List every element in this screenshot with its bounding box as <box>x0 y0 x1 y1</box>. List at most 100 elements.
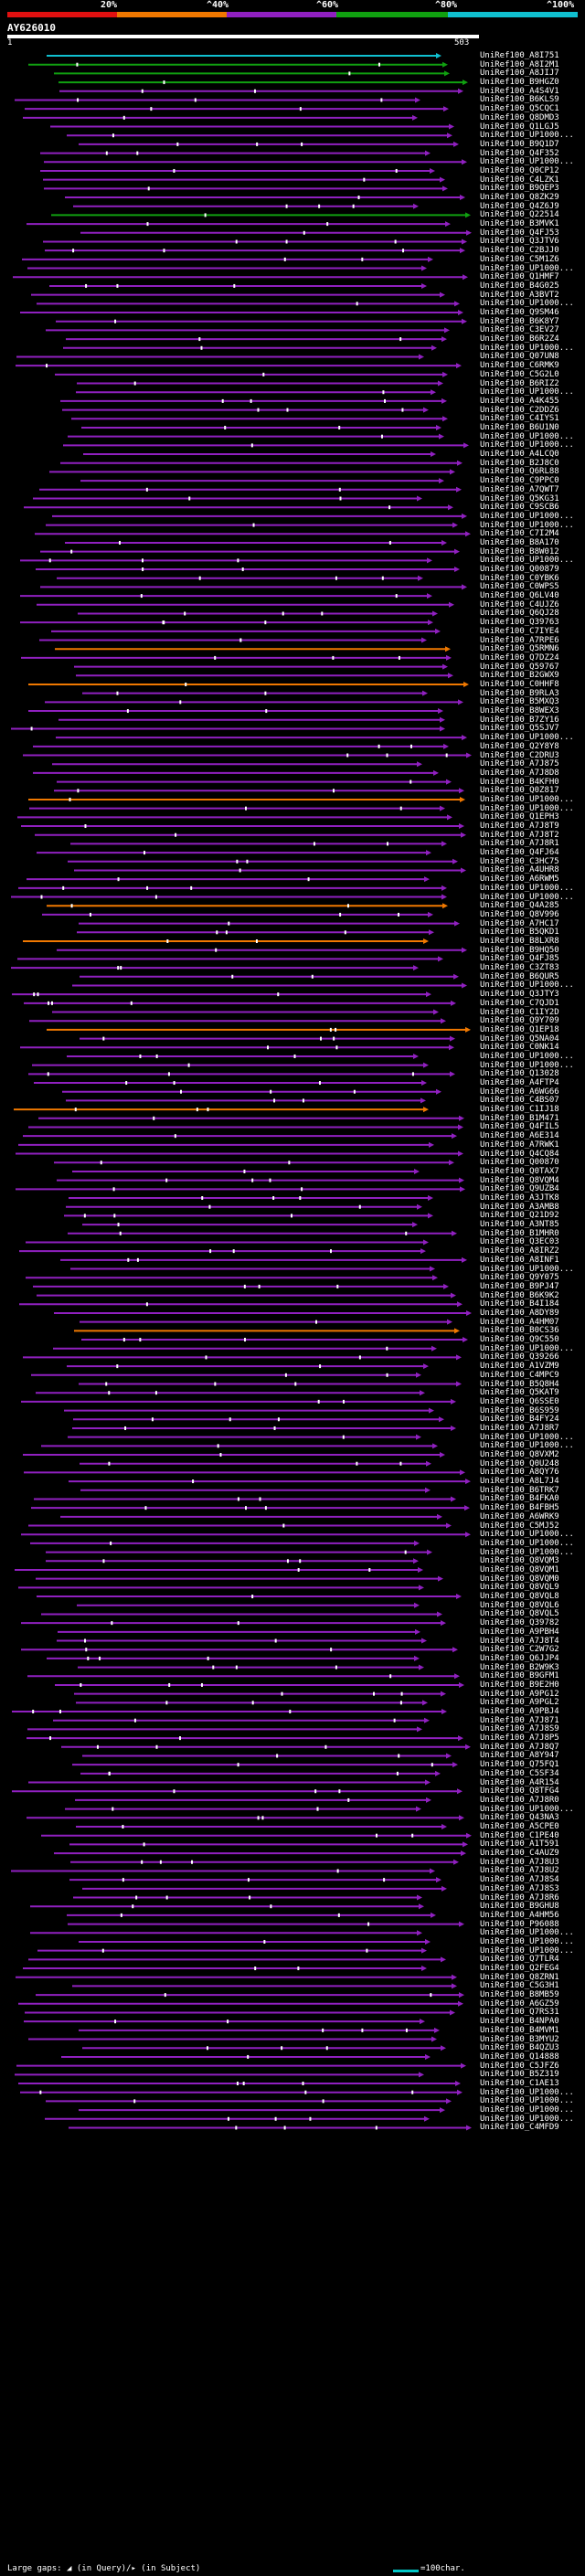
hit-label[interactable]: UniRef100_B6R2Z4 <box>480 334 559 345</box>
hit-label[interactable]: UniRef100_UP1000... <box>480 131 574 141</box>
hit-label[interactable]: UniRef100_Q6QJ28 <box>480 609 559 619</box>
hit-label[interactable]: UniRef100_C0HHF8 <box>480 679 559 689</box>
hit-label[interactable]: UniRef100_UP1000... <box>480 1343 574 1353</box>
hit-label[interactable]: UniRef100_B9RLA3 <box>480 688 559 698</box>
hit-label[interactable]: UniRef100_B6RIZ2 <box>480 378 559 388</box>
hit-label[interactable]: UniRef100_A7J8R0 <box>480 1795 559 1805</box>
hit-label[interactable]: UniRef100_Q4FJ85 <box>480 954 559 964</box>
hit-label[interactable]: UniRef100_Q8VQL5 <box>480 1609 559 1619</box>
hit-label[interactable]: UniRef100_Q39763 <box>480 618 559 628</box>
hit-label[interactable]: UniRef100_B6KLS9 <box>480 95 559 105</box>
hit-label[interactable]: UniRef100_UP1000... <box>480 892 574 902</box>
hit-label[interactable]: UniRef100_Q8DMD3 <box>480 112 559 122</box>
hit-label[interactable]: UniRef100_Q21D92 <box>480 1211 559 1221</box>
hit-label[interactable]: UniRef100_C4IYS1 <box>480 414 559 424</box>
hit-label[interactable]: UniRef100_B3MVK1 <box>480 219 559 229</box>
hit-label[interactable]: UniRef100_B9GHU8 <box>480 1902 559 1912</box>
hit-label[interactable]: UniRef100_UP1000... <box>480 299 574 309</box>
hit-label[interactable]: UniRef100_UP1000... <box>480 1804 574 1814</box>
hit-label[interactable]: UniRef100_A6RWM5 <box>480 875 559 885</box>
hit-label[interactable]: UniRef100_C7IYE4 <box>480 626 559 636</box>
hit-label[interactable]: UniRef100_A3NT85 <box>480 1220 559 1230</box>
hit-label[interactable]: UniRef100_Q6RL88 <box>480 467 559 477</box>
hit-label[interactable]: UniRef100_UP1000... <box>480 431 574 441</box>
hit-label[interactable]: UniRef100_UP1000... <box>480 1538 574 1548</box>
hit-label[interactable]: UniRef100_UP1000... <box>480 1530 574 1540</box>
hit-label[interactable]: UniRef100_UP1000... <box>480 2096 574 2106</box>
hit-label[interactable]: UniRef100_Q3EC03 <box>480 1237 559 1247</box>
hit-label[interactable]: UniRef100_Q2Y8Y8 <box>480 741 559 751</box>
hit-label[interactable]: UniRef100_UP1000... <box>480 1945 574 1956</box>
hit-label[interactable]: UniRef100_Q8ZRN1 <box>480 1972 559 1982</box>
hit-label[interactable]: UniRef100_UP1000... <box>480 1264 574 1274</box>
hit-label[interactable]: UniRef100_UP1000... <box>480 803 574 813</box>
hit-label[interactable]: UniRef100_A8I751 <box>480 51 559 60</box>
hit-label[interactable]: UniRef100_A9PBH4 <box>480 1627 559 1637</box>
hit-label[interactable]: UniRef100_A3JTK8 <box>480 1193 559 1203</box>
hit-label[interactable]: UniRef100_Q00879 <box>480 565 559 575</box>
hit-label[interactable]: UniRef100_A4HM56 <box>480 1910 559 1920</box>
hit-label[interactable]: UniRef100_Q7DZ24 <box>480 652 559 663</box>
hit-label[interactable]: UniRef100_Q8ZK29 <box>480 193 559 203</box>
hit-label[interactable]: UniRef100_A7J8S4 <box>480 1875 559 1885</box>
hit-label[interactable]: UniRef100_C1AE13 <box>480 2079 559 2088</box>
hit-label[interactable]: UniRef100_Q0U248 <box>480 1458 559 1468</box>
hit-label[interactable]: UniRef100_C3EV27 <box>480 325 559 335</box>
hit-label[interactable]: UniRef100_Q07UN8 <box>480 352 559 362</box>
hit-label[interactable]: UniRef100_UP1000... <box>480 343 574 353</box>
hit-label[interactable]: UniRef100_Q14888 <box>480 2051 559 2062</box>
hit-label[interactable]: UniRef100_A7J8R1 <box>480 839 559 849</box>
hit-label[interactable]: UniRef100_C5G3H1 <box>480 1981 559 1991</box>
hit-label[interactable]: UniRef100_C2W7G2 <box>480 1645 559 1655</box>
hit-label[interactable]: UniRef100_Q39266 <box>480 1352 559 1362</box>
hit-label[interactable]: UniRef100_UP1000... <box>480 733 574 743</box>
hit-label[interactable]: UniRef100_B4FKA0 <box>480 1494 559 1504</box>
hit-label[interactable]: UniRef100_C4BS07 <box>480 1096 559 1106</box>
hit-label[interactable]: UniRef100_B1MHR0 <box>480 1228 559 1238</box>
hit-label[interactable]: UniRef100_B8MB59 <box>480 1990 559 2000</box>
hit-label[interactable]: UniRef100_B5MXQ3 <box>480 697 559 707</box>
hit-label[interactable]: UniRef100_Q22514 <box>480 210 559 220</box>
hit-label[interactable]: UniRef100_Q8VQL6 <box>480 1600 559 1610</box>
hit-label[interactable]: UniRef100_B6TRK7 <box>480 1485 559 1495</box>
hit-label[interactable]: UniRef100_UP1000... <box>480 794 574 804</box>
hit-label[interactable]: UniRef100_Q4FJ53 <box>480 228 559 238</box>
hit-label[interactable]: UniRef100_B5QKD1 <box>480 928 559 938</box>
hit-label[interactable]: UniRef100_A3BVT2 <box>480 290 559 300</box>
hit-label[interactable]: UniRef100_Q8VQL8 <box>480 1592 559 1602</box>
hit-label[interactable]: UniRef100_A6E314 <box>480 1131 559 1141</box>
hit-label[interactable]: UniRef100_B9GFM1 <box>480 1671 559 1681</box>
hit-label[interactable]: UniRef100_UP1000... <box>480 2087 574 2097</box>
hit-label[interactable]: UniRef100_A7J8U2 <box>480 1866 559 1876</box>
hit-label[interactable]: UniRef100_UP1000... <box>480 157 574 167</box>
hit-label[interactable]: UniRef100_C5SF34 <box>480 1768 559 1778</box>
hit-label[interactable]: UniRef100_A6WG66 <box>480 1087 559 1097</box>
hit-label[interactable]: UniRef100_B9HQ50 <box>480 945 559 955</box>
hit-label[interactable]: UniRef100_Q9Y075 <box>480 1273 559 1283</box>
hit-label[interactable]: UniRef100_A1T591 <box>480 1839 559 1850</box>
hit-label[interactable]: UniRef100_B7ZY16 <box>480 715 559 725</box>
hit-label[interactable]: UniRef100_B6K8Y7 <box>480 316 559 326</box>
hit-label[interactable]: UniRef100_Q4F352 <box>480 148 559 158</box>
hit-label[interactable]: UniRef100_Q8VQM0 <box>480 1574 559 1584</box>
hit-label[interactable]: UniRef100_A8QY76 <box>480 1468 559 1478</box>
hit-label[interactable]: UniRef100_B4MVM1 <box>480 2025 559 2035</box>
hit-label[interactable]: UniRef100_Q75FQ1 <box>480 1760 559 1770</box>
hit-label[interactable]: UniRef100_A8JIJ7 <box>480 69 559 79</box>
hit-label[interactable]: UniRef100_Q8TFG4 <box>480 1786 559 1797</box>
hit-label[interactable]: UniRef100_Q1LGJ5 <box>480 122 559 132</box>
hit-label[interactable]: UniRef100_C7I2M4 <box>480 529 559 539</box>
hit-label[interactable]: UniRef100_Q7TLR4 <box>480 1955 559 1965</box>
hit-label[interactable]: UniRef100_B2J8C0 <box>480 458 559 468</box>
hit-label[interactable]: UniRef100_B4NPA0 <box>480 2017 559 2027</box>
hit-label[interactable]: UniRef100_Q6LV40 <box>480 591 559 601</box>
hit-label[interactable]: UniRef100_B4QZU3 <box>480 2043 559 2053</box>
hit-label[interactable]: UniRef100_C0NK14 <box>480 1043 559 1053</box>
hit-label[interactable]: UniRef100_C1PE40 <box>480 1830 559 1840</box>
hit-label[interactable]: UniRef100_B6QUR5 <box>480 971 559 981</box>
hit-label[interactable]: UniRef100_Q8VQM1 <box>480 1564 559 1574</box>
hit-label[interactable]: UniRef100_B9PJ47 <box>480 1281 559 1291</box>
hit-label[interactable]: UniRef100_A7QWT7 <box>480 484 559 494</box>
hit-label[interactable]: UniRef100_A4UHR8 <box>480 865 559 875</box>
hit-label[interactable]: UniRef100_A8IRZ2 <box>480 1246 559 1256</box>
